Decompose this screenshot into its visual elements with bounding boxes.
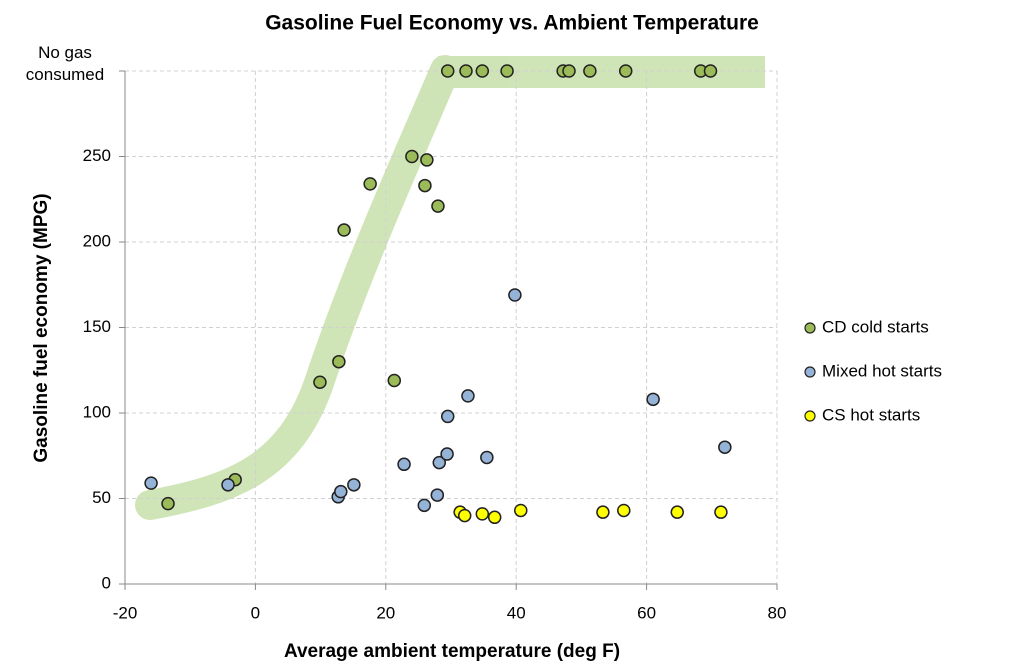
point <box>161 496 175 511</box>
point <box>514 503 528 518</box>
y-tick-label: 50 <box>92 488 111 507</box>
point <box>430 488 445 502</box>
point <box>596 505 610 519</box>
point <box>714 505 728 519</box>
point <box>347 478 361 492</box>
x-tick-label: -20 <box>113 603 138 622</box>
point <box>440 447 454 461</box>
point <box>337 223 351 237</box>
chart-title: Gasoline Fuel Economy vs. Ambient Temper… <box>265 12 759 35</box>
y-tick-label: 0 <box>102 573 111 592</box>
y-tick-label: 200 <box>83 231 111 250</box>
legend-label: CD cold starts <box>822 317 929 336</box>
point <box>562 64 576 78</box>
point <box>221 478 235 492</box>
point <box>397 457 411 472</box>
point <box>334 484 348 499</box>
y-axis-label: Gasoline fuel economy (MPG) <box>31 193 52 462</box>
point <box>405 149 419 164</box>
point <box>461 389 475 403</box>
point <box>703 64 718 78</box>
point <box>420 153 434 167</box>
point <box>500 64 514 78</box>
legend-marker <box>804 366 816 378</box>
point <box>480 450 494 465</box>
x-tick-label: 80 <box>768 603 787 622</box>
legend-marker <box>804 322 816 334</box>
point <box>670 505 684 519</box>
y-tick-label: 100 <box>83 402 111 421</box>
point <box>332 354 346 369</box>
legend-label: Mixed hot starts <box>822 361 942 380</box>
point <box>646 392 660 407</box>
point <box>459 64 473 78</box>
x-tick-label: 20 <box>376 603 395 622</box>
point <box>440 64 455 78</box>
point <box>508 288 522 302</box>
y-tick-label: No gas consumed <box>25 43 105 84</box>
y-tick-label: 250 <box>83 146 111 165</box>
x-tick-label: 60 <box>637 603 656 622</box>
point <box>457 508 472 523</box>
point <box>418 178 432 193</box>
point <box>475 64 490 78</box>
point <box>144 476 158 490</box>
point <box>432 455 447 470</box>
point <box>475 507 490 521</box>
x-tick-label: 40 <box>507 603 526 622</box>
point <box>440 409 455 424</box>
y-tick-label: 150 <box>83 317 111 336</box>
point <box>617 503 631 518</box>
x-axis-label: Average ambient temperature (deg F) <box>284 641 620 662</box>
legend-marker <box>804 410 816 422</box>
point <box>583 64 597 78</box>
highlight <box>135 55 765 520</box>
point <box>718 440 732 454</box>
point <box>431 199 445 213</box>
point <box>313 375 327 389</box>
point <box>487 510 502 525</box>
point <box>387 373 402 388</box>
x-tick-label: 0 <box>251 603 260 622</box>
point <box>618 64 633 78</box>
legend-label: CS hot starts <box>822 405 920 424</box>
point <box>417 498 432 513</box>
point <box>363 177 377 191</box>
